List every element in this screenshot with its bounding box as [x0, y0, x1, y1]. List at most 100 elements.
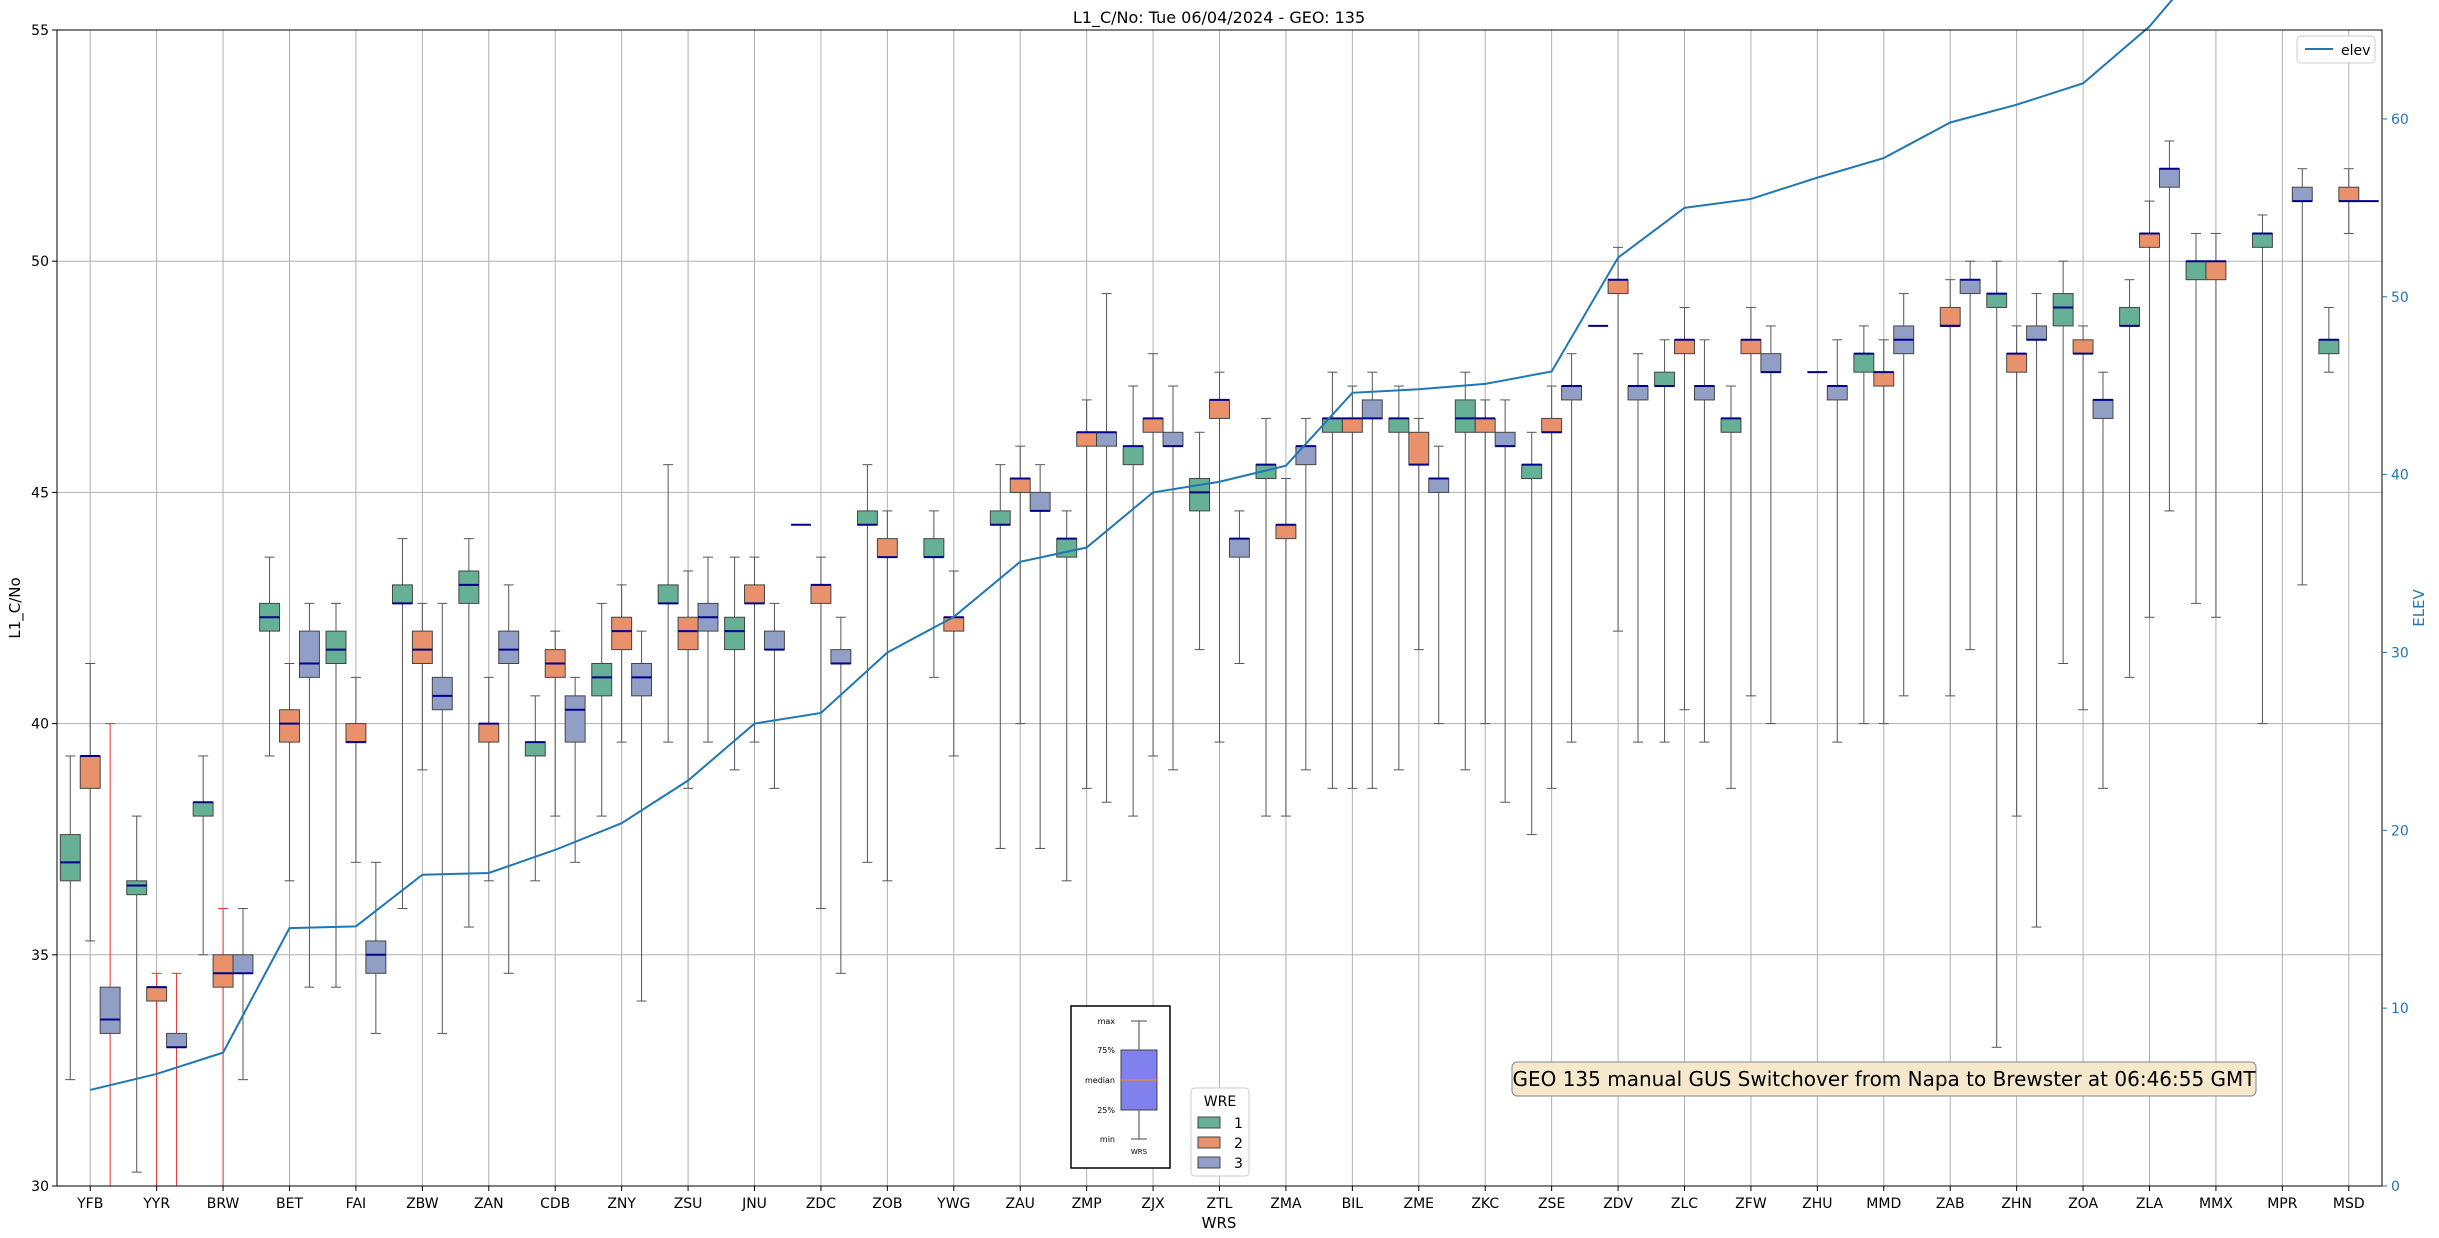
box-ZMA-wre1: [1255, 417, 1277, 817]
y2-tick-label: 30: [2391, 645, 2409, 661]
box-body: [1986, 293, 2008, 308]
chart-title: L1_C/No: Tue 06/04/2024 - GEO: 135: [1073, 8, 1365, 28]
box-BRW-wre1: [192, 755, 214, 956]
box-body: [1939, 306, 1961, 327]
box-body: [1321, 417, 1343, 433]
y-tick-label: 55: [31, 23, 49, 39]
box-ZNY-wre3: [631, 630, 653, 1002]
y-tick-label: 35: [31, 948, 49, 964]
y2-tick-label: 50: [2391, 290, 2409, 306]
y2-tick-label: 40: [2391, 468, 2409, 484]
box-body: [1122, 445, 1144, 466]
box-body: [1873, 371, 1895, 387]
box-body: [1408, 431, 1430, 466]
box-body: [1627, 385, 1649, 401]
box-body: [1720, 417, 1742, 433]
x-tick-label: ZSU: [674, 1196, 703, 1212]
box-body: [923, 538, 945, 558]
x-tick-label: BRW: [207, 1196, 240, 1212]
box-body: [1693, 385, 1715, 401]
box-body: [2205, 260, 2227, 281]
box-body: [1142, 417, 1164, 433]
y-tick-label: 40: [31, 717, 49, 733]
box-ZME-wre2: [1408, 417, 1430, 651]
y-tick-label: 50: [31, 254, 49, 270]
box-ZNY-wre2: [611, 584, 633, 743]
box-BET-wre3: [298, 602, 320, 988]
box-body: [325, 630, 347, 664]
axes: 30 35 40 45 50 55 0 10 20 30 40 50 60 YFB YYR BRW BET FAI…: [31, 23, 2409, 1212]
box-body: [192, 801, 214, 817]
inset-label: 25%: [1097, 1106, 1115, 1115]
y-axis-label: L1_C/No: [6, 577, 25, 638]
box-body: [677, 616, 699, 651]
box-body: [2026, 325, 2048, 341]
box-body: [2185, 260, 2207, 281]
wre-legend-frame: [1190, 1087, 1250, 1177]
box-ZHU-wre3: [1826, 339, 1848, 743]
box-YWG-wre2: [943, 570, 965, 757]
box-YWG-wre1: [923, 510, 945, 678]
x-tick-label: ZAB: [1936, 1196, 1965, 1212]
box-BRW-wre3: [232, 908, 254, 1081]
box-ZAN-wre1: [458, 538, 480, 928]
annotation-background: [1511, 1061, 2257, 1097]
box-body: [345, 723, 367, 743]
box-ZSU-wre3: [697, 556, 719, 743]
box-body: [1521, 464, 1543, 480]
x-tick-label: YYR: [142, 1196, 170, 1212]
box-ZAU-wre1: [989, 464, 1011, 849]
box-body: [2291, 186, 2313, 202]
box-ZSU-wre2: [677, 570, 699, 789]
box-body: [279, 709, 300, 743]
box-FAI-wre1: [325, 602, 347, 988]
box-body: [2318, 339, 2340, 355]
box-ZKC-wre1: [1454, 371, 1476, 771]
box-ZMA-wre2: [1275, 478, 1297, 817]
box-body: [2158, 168, 2180, 188]
x-tick-label: MMX: [2199, 1196, 2233, 1212]
box-ZJX-wre2: [1142, 353, 1164, 757]
inset-label: min: [1100, 1135, 1115, 1144]
box-body: [989, 510, 1011, 526]
y2-tick-label: 0: [2391, 1179, 2400, 1195]
box-ZOB-wre2: [876, 510, 898, 882]
box-ZFW-wre3: [1760, 325, 1782, 725]
box-ZDC-wre2: [810, 556, 832, 910]
x-tick-label: ZBW: [406, 1196, 439, 1212]
box-MMX-wre2: [2205, 232, 2227, 618]
box-body: [498, 630, 520, 664]
box-body: [763, 630, 785, 651]
box-ZLC-wre3: [1693, 339, 1715, 743]
box-body: [2072, 339, 2094, 355]
box-CDB-wre2: [544, 630, 566, 817]
elev-legend-label: elev: [2341, 43, 2370, 59]
box-ZLA-wre1: [2119, 279, 2141, 678]
box-ZJX-wre1: [1122, 385, 1144, 817]
box-YYR-wre3: [166, 972, 188, 1187]
box-body: [810, 584, 832, 604]
box-body: [943, 616, 965, 632]
box-ZHN-wre2: [2006, 325, 2028, 817]
box-ZTL-wre1: [1189, 431, 1211, 651]
box-body: [1056, 538, 1078, 558]
box-ZJX-wre3: [1162, 385, 1184, 771]
wre-legend-swatch-1: [1197, 1116, 1221, 1129]
box-body: [611, 616, 633, 651]
box-ZTL-wre2: [1209, 371, 1230, 743]
box-body: [126, 880, 148, 896]
box-body: [411, 630, 433, 664]
box-CDB-wre1: [524, 695, 546, 882]
x-axis-label: WRS: [1202, 1214, 1237, 1232]
box-MSD-wre1: [2318, 306, 2340, 373]
box-MMD-wre3: [1893, 293, 1915, 697]
box-BET-wre2: [279, 662, 300, 882]
box-BIL-wre3: [1361, 371, 1383, 789]
box-ZKC-wre3: [1494, 399, 1516, 803]
box-ZHN-wre1: [1986, 260, 2008, 1048]
box-ZFW-wre1: [1720, 385, 1742, 789]
box-ZDV-wre2: [1607, 246, 1629, 632]
y-tick-label: 45: [31, 485, 49, 501]
box-body: [1076, 431, 1098, 447]
wre-legend: WRE 1 2 3: [1190, 1087, 1250, 1177]
